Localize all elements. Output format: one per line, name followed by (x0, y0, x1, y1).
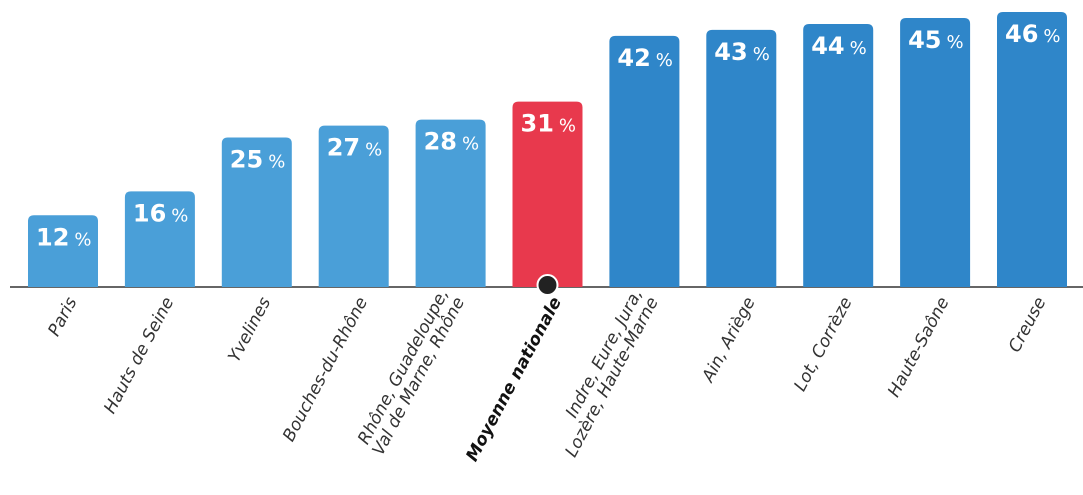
bar-value-unit: % (656, 50, 673, 71)
bar-value-number: 31 (521, 110, 554, 138)
bar-value-unit: % (850, 38, 867, 59)
bar-value-unit: % (947, 32, 964, 53)
category-label-text: Hauts de Seine (100, 294, 178, 417)
bar-value-unit: % (462, 134, 479, 155)
category-label: Indre, Eure, Jura,Lozère, Haute-Marne (546, 286, 663, 461)
bar (706, 29, 777, 287)
category-label-text: Haute-Saône (884, 294, 953, 401)
bar-value-number: 28 (424, 128, 457, 156)
category-label: Yvelines (224, 294, 275, 366)
category-label: Haute-Saône (884, 294, 953, 401)
bar (28, 215, 98, 287)
category-label-line: Yvelines (224, 294, 275, 366)
category-label-line: Moyenne nationale (462, 294, 566, 465)
bar-value-label: 46% (1005, 20, 1061, 48)
category-label: Bouches-du-Rhône (279, 294, 372, 445)
bar-highlight (512, 101, 583, 287)
bar-value-unit: % (559, 116, 576, 137)
category-label-text: Paris (44, 294, 81, 340)
category-label: Rhône, Guadeloupe,Val de Marne, Rhône (353, 286, 469, 459)
bar-value-label: 28% (424, 128, 480, 156)
bar-value-number: 16 (133, 199, 166, 227)
bar-value-unit: % (268, 152, 285, 173)
bar (124, 191, 195, 287)
category-label-line: Bouches-du-Rhône (279, 294, 372, 445)
bar (900, 17, 971, 287)
bar-value-number: 12 (36, 223, 69, 251)
bar (609, 35, 680, 288)
bar-value-label: 12% (36, 223, 92, 251)
bar-value-label: 27% (327, 134, 383, 162)
bar-value-number: 43 (714, 38, 747, 66)
category-label: Creuse (1005, 294, 1051, 356)
bar-value-number: 45 (908, 26, 941, 54)
national-average-marker (536, 274, 559, 296)
bar-value-unit: % (1043, 26, 1060, 47)
bar-value-label: 42% (617, 44, 673, 72)
bar-value-unit: % (365, 140, 382, 161)
bar-value-number: 42 (617, 44, 650, 72)
category-label-line: Paris (44, 294, 81, 340)
bar-value-number: 44 (811, 32, 844, 60)
bar (221, 137, 292, 287)
category-label-line: Ain, Ariège (698, 294, 760, 386)
category-label: Ain, Ariège (698, 294, 760, 386)
bar-value-label: 44% (811, 32, 867, 60)
bar-value-number: 46 (1005, 20, 1038, 48)
bar-value-label: 16% (133, 199, 189, 227)
bar-value-unit: % (171, 205, 188, 226)
category-label-line: Creuse (1005, 294, 1051, 356)
category-label: Hauts de Seine (100, 294, 178, 417)
category-label-text: Rhône, Guadeloupe,Val de Marne, Rhône (353, 286, 469, 459)
category-label-text: Bouches-du-Rhône (279, 294, 372, 445)
bar-value-label: 43% (714, 38, 770, 66)
category-label-text: Moyenne nationale (462, 294, 566, 465)
category-label-text: Ain, Ariège (698, 294, 760, 386)
bar-value-label: 31% (521, 110, 577, 138)
bar-value-unit: % (74, 229, 91, 250)
bar-value-label: 45% (908, 26, 964, 54)
bar-value-number: 27 (327, 134, 360, 162)
category-label-text: Creuse (1005, 294, 1051, 356)
bar-value-label: 25% (230, 146, 286, 174)
category-label: Paris (44, 294, 81, 340)
bar (415, 119, 486, 287)
bar (803, 23, 874, 288)
bar (318, 125, 389, 287)
bar-value-number: 25 (230, 146, 263, 174)
category-label-text: Yvelines (224, 294, 275, 366)
category-label-line: Hauts de Seine (100, 294, 178, 417)
category-label: Moyenne nationale (462, 294, 566, 465)
category-label: Lot, Corrèze (790, 294, 856, 395)
category-label-text: Lot, Corrèze (790, 294, 856, 395)
category-label-line: Lot, Corrèze (790, 294, 856, 395)
bar-value-unit: % (753, 44, 770, 65)
bar-series: 12 %16 %25 %27% 28 %31 %42% 43% 44% 45% 46% (28, 12, 1067, 296)
category-labels: Paris Hauts de Seine Yvelines Bouches-du-Rh… (44, 286, 1050, 465)
category-label-line: Haute-Saône (884, 294, 953, 401)
bar (997, 12, 1067, 287)
category-label-text: Indre, Eure, Jura,Lozère, Haute-Marne (546, 286, 663, 461)
